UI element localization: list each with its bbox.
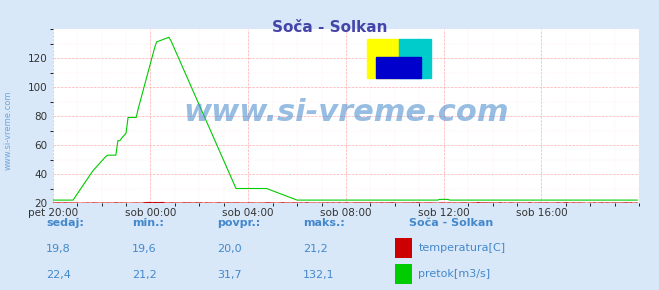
Text: pretok[m3/s]: pretok[m3/s] — [418, 269, 490, 279]
Text: 19,8: 19,8 — [46, 244, 71, 254]
Bar — [399, 39, 431, 78]
Bar — [366, 39, 399, 78]
Text: temperatura[C]: temperatura[C] — [418, 243, 505, 253]
Text: povpr.:: povpr.: — [217, 218, 261, 228]
Text: 20,0: 20,0 — [217, 244, 242, 254]
Text: 21,2: 21,2 — [132, 270, 157, 280]
Text: Soča - Solkan: Soča - Solkan — [272, 20, 387, 35]
Text: maks.:: maks.: — [303, 218, 345, 228]
Text: www.si-vreme.com: www.si-vreme.com — [3, 91, 13, 170]
Text: www.si-vreme.com: www.si-vreme.com — [183, 98, 509, 127]
Text: Soča - Solkan: Soča - Solkan — [409, 218, 493, 228]
Text: 31,7: 31,7 — [217, 270, 242, 280]
Text: 19,6: 19,6 — [132, 244, 156, 254]
Text: 21,2: 21,2 — [303, 244, 328, 254]
Bar — [376, 57, 421, 78]
Text: min.:: min.: — [132, 218, 163, 228]
Text: 132,1: 132,1 — [303, 270, 335, 280]
Text: sedaj:: sedaj: — [46, 218, 84, 228]
Text: 22,4: 22,4 — [46, 270, 71, 280]
